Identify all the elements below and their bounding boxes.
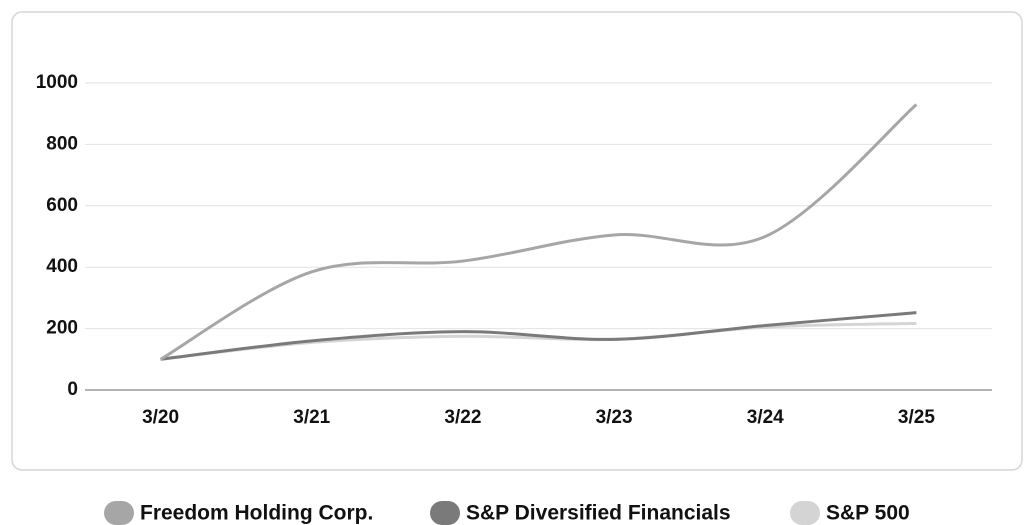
series-line — [160, 311, 917, 361]
legend-label: S&P 500 — [826, 502, 910, 525]
legend-label: S&P Diversified Financials — [466, 502, 731, 525]
y-tick-label: 400 — [46, 256, 78, 277]
y-tick-label: 1000 — [36, 72, 78, 93]
x-tick-label: 3/20 — [142, 407, 179, 428]
x-tick-label: 3/21 — [293, 407, 330, 428]
legend-swatch — [104, 501, 134, 525]
y-tick-label: 200 — [46, 318, 78, 339]
x-tick-label: 3/24 — [747, 407, 784, 428]
legend-label: Freedom Holding Corp. — [140, 502, 373, 525]
series-line — [159, 103, 918, 361]
legend-swatch — [790, 501, 820, 525]
y-tick-label: 600 — [46, 195, 78, 216]
chart-frame — [11, 11, 1023, 471]
x-tick-label: 3/22 — [444, 407, 481, 428]
y-tick-label: 0 — [67, 379, 78, 400]
y-tick-label: 800 — [46, 133, 78, 154]
legend-swatch — [430, 501, 460, 525]
x-tick-label: 3/25 — [898, 407, 935, 428]
x-tick-label: 3/23 — [596, 407, 633, 428]
